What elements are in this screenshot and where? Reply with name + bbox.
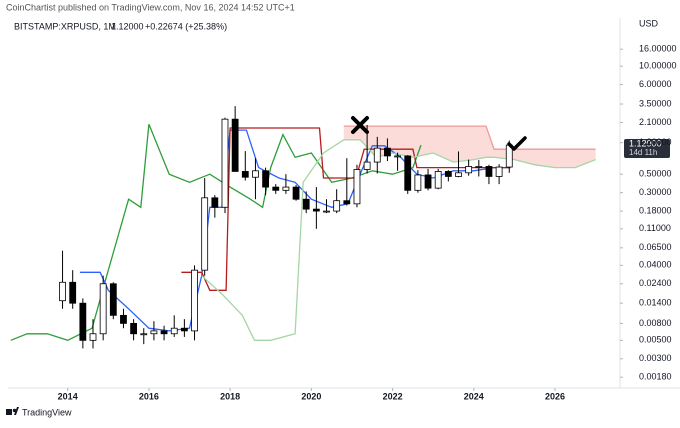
candle-body [272, 186, 280, 191]
candle-body [424, 174, 432, 189]
y-tick-label: 10.00000 [639, 61, 677, 71]
x-tick-label: 2020 [301, 391, 321, 401]
y-tick-label: 1.20000 [639, 137, 672, 147]
candle-body [485, 166, 493, 177]
candle-body [475, 166, 483, 168]
candle-body [302, 198, 310, 210]
currency: USD [639, 18, 659, 28]
symbol: BITSTAMP:XRPUSD, 1M [14, 21, 116, 31]
y-tick-label: 0.18000 [639, 205, 672, 215]
candle-body [373, 147, 381, 163]
candle-body [201, 197, 209, 271]
x-tick-label: 2026 [545, 391, 565, 401]
y-tick-label: 0.02400 [639, 278, 672, 288]
price-box [624, 139, 670, 158]
price-change: +0.22674 (+25.38%) [145, 21, 227, 31]
candle-body [109, 283, 117, 316]
publisher: CoinChartist published on TradingView.co… [6, 2, 295, 12]
price-box-value: 1.12000 [629, 138, 662, 148]
cloud-fill [343, 126, 596, 168]
candle-body [170, 327, 178, 335]
candle-body [455, 172, 462, 177]
candle-body [160, 330, 168, 335]
candle-body [69, 281, 77, 304]
y-tick-label: 0.50000 [639, 169, 672, 179]
y-tick-label: 2.10000 [639, 117, 672, 127]
candle-body [211, 197, 219, 208]
candle-body [292, 186, 300, 200]
candle-body [241, 171, 249, 178]
candle-body [140, 333, 148, 336]
candle-body [394, 155, 401, 158]
candle-body [404, 155, 412, 191]
candle-body [434, 171, 442, 189]
check-annotation [507, 136, 527, 151]
y-tick-label: 0.06500 [639, 242, 672, 252]
candle-body [495, 166, 503, 177]
candle-body [363, 161, 371, 170]
candle-body [333, 200, 341, 212]
candle-body [353, 169, 361, 205]
candle-body [282, 186, 290, 191]
last-price: 1.12000 [111, 21, 144, 31]
candle-body [465, 166, 473, 174]
y-tick-label: 0.01400 [639, 298, 672, 308]
candle-body [262, 170, 269, 188]
candle-body [231, 118, 239, 172]
y-tick-label: 0.11000 [639, 223, 671, 233]
candle-body [221, 118, 229, 208]
x-tick-label: 2022 [383, 391, 403, 401]
y-tick-label: 0.00800 [639, 318, 672, 328]
candle-body [323, 210, 330, 213]
y-tick-label: 16.00000 [639, 44, 677, 54]
y-tick-label: 3.50000 [639, 98, 672, 108]
x-tick-label: 2014 [58, 391, 78, 401]
candle-body [343, 200, 351, 205]
y-tick-label: 0.04000 [639, 260, 672, 270]
x-tick-label: 2024 [464, 391, 484, 401]
candle-body [444, 171, 452, 177]
x-annotation [351, 116, 369, 134]
countdown: 14d 11h [629, 148, 657, 157]
candle-body [191, 269, 198, 332]
indicator-line [343, 125, 596, 150]
indicator-line [181, 127, 511, 291]
candle-body [120, 314, 127, 324]
candle-body [312, 208, 320, 212]
candle-body [150, 330, 158, 335]
candle-body [384, 147, 391, 157]
candle-body [89, 333, 97, 341]
candle-body [59, 281, 66, 302]
y-tick-label: 6.00000 [639, 79, 672, 89]
indicator-line [201, 139, 596, 341]
candle-body [414, 174, 422, 191]
candle-body [180, 327, 188, 332]
brand: TradingView [22, 407, 72, 417]
candle-body [99, 283, 107, 335]
candle-body [79, 302, 87, 341]
y-tick-label: 0.00180 [639, 372, 672, 382]
y-tick-label: 0.00300 [639, 353, 672, 363]
y-tick-label: 0.30000 [639, 187, 672, 197]
y-tick-label: 0.00500 [639, 335, 672, 345]
brand-logo [6, 407, 19, 415]
candle-body [252, 170, 259, 178]
candle-body [130, 322, 138, 335]
x-tick-label: 2018 [220, 391, 240, 401]
plot-area [10, 106, 596, 349]
x-tick-label: 2016 [139, 391, 159, 401]
